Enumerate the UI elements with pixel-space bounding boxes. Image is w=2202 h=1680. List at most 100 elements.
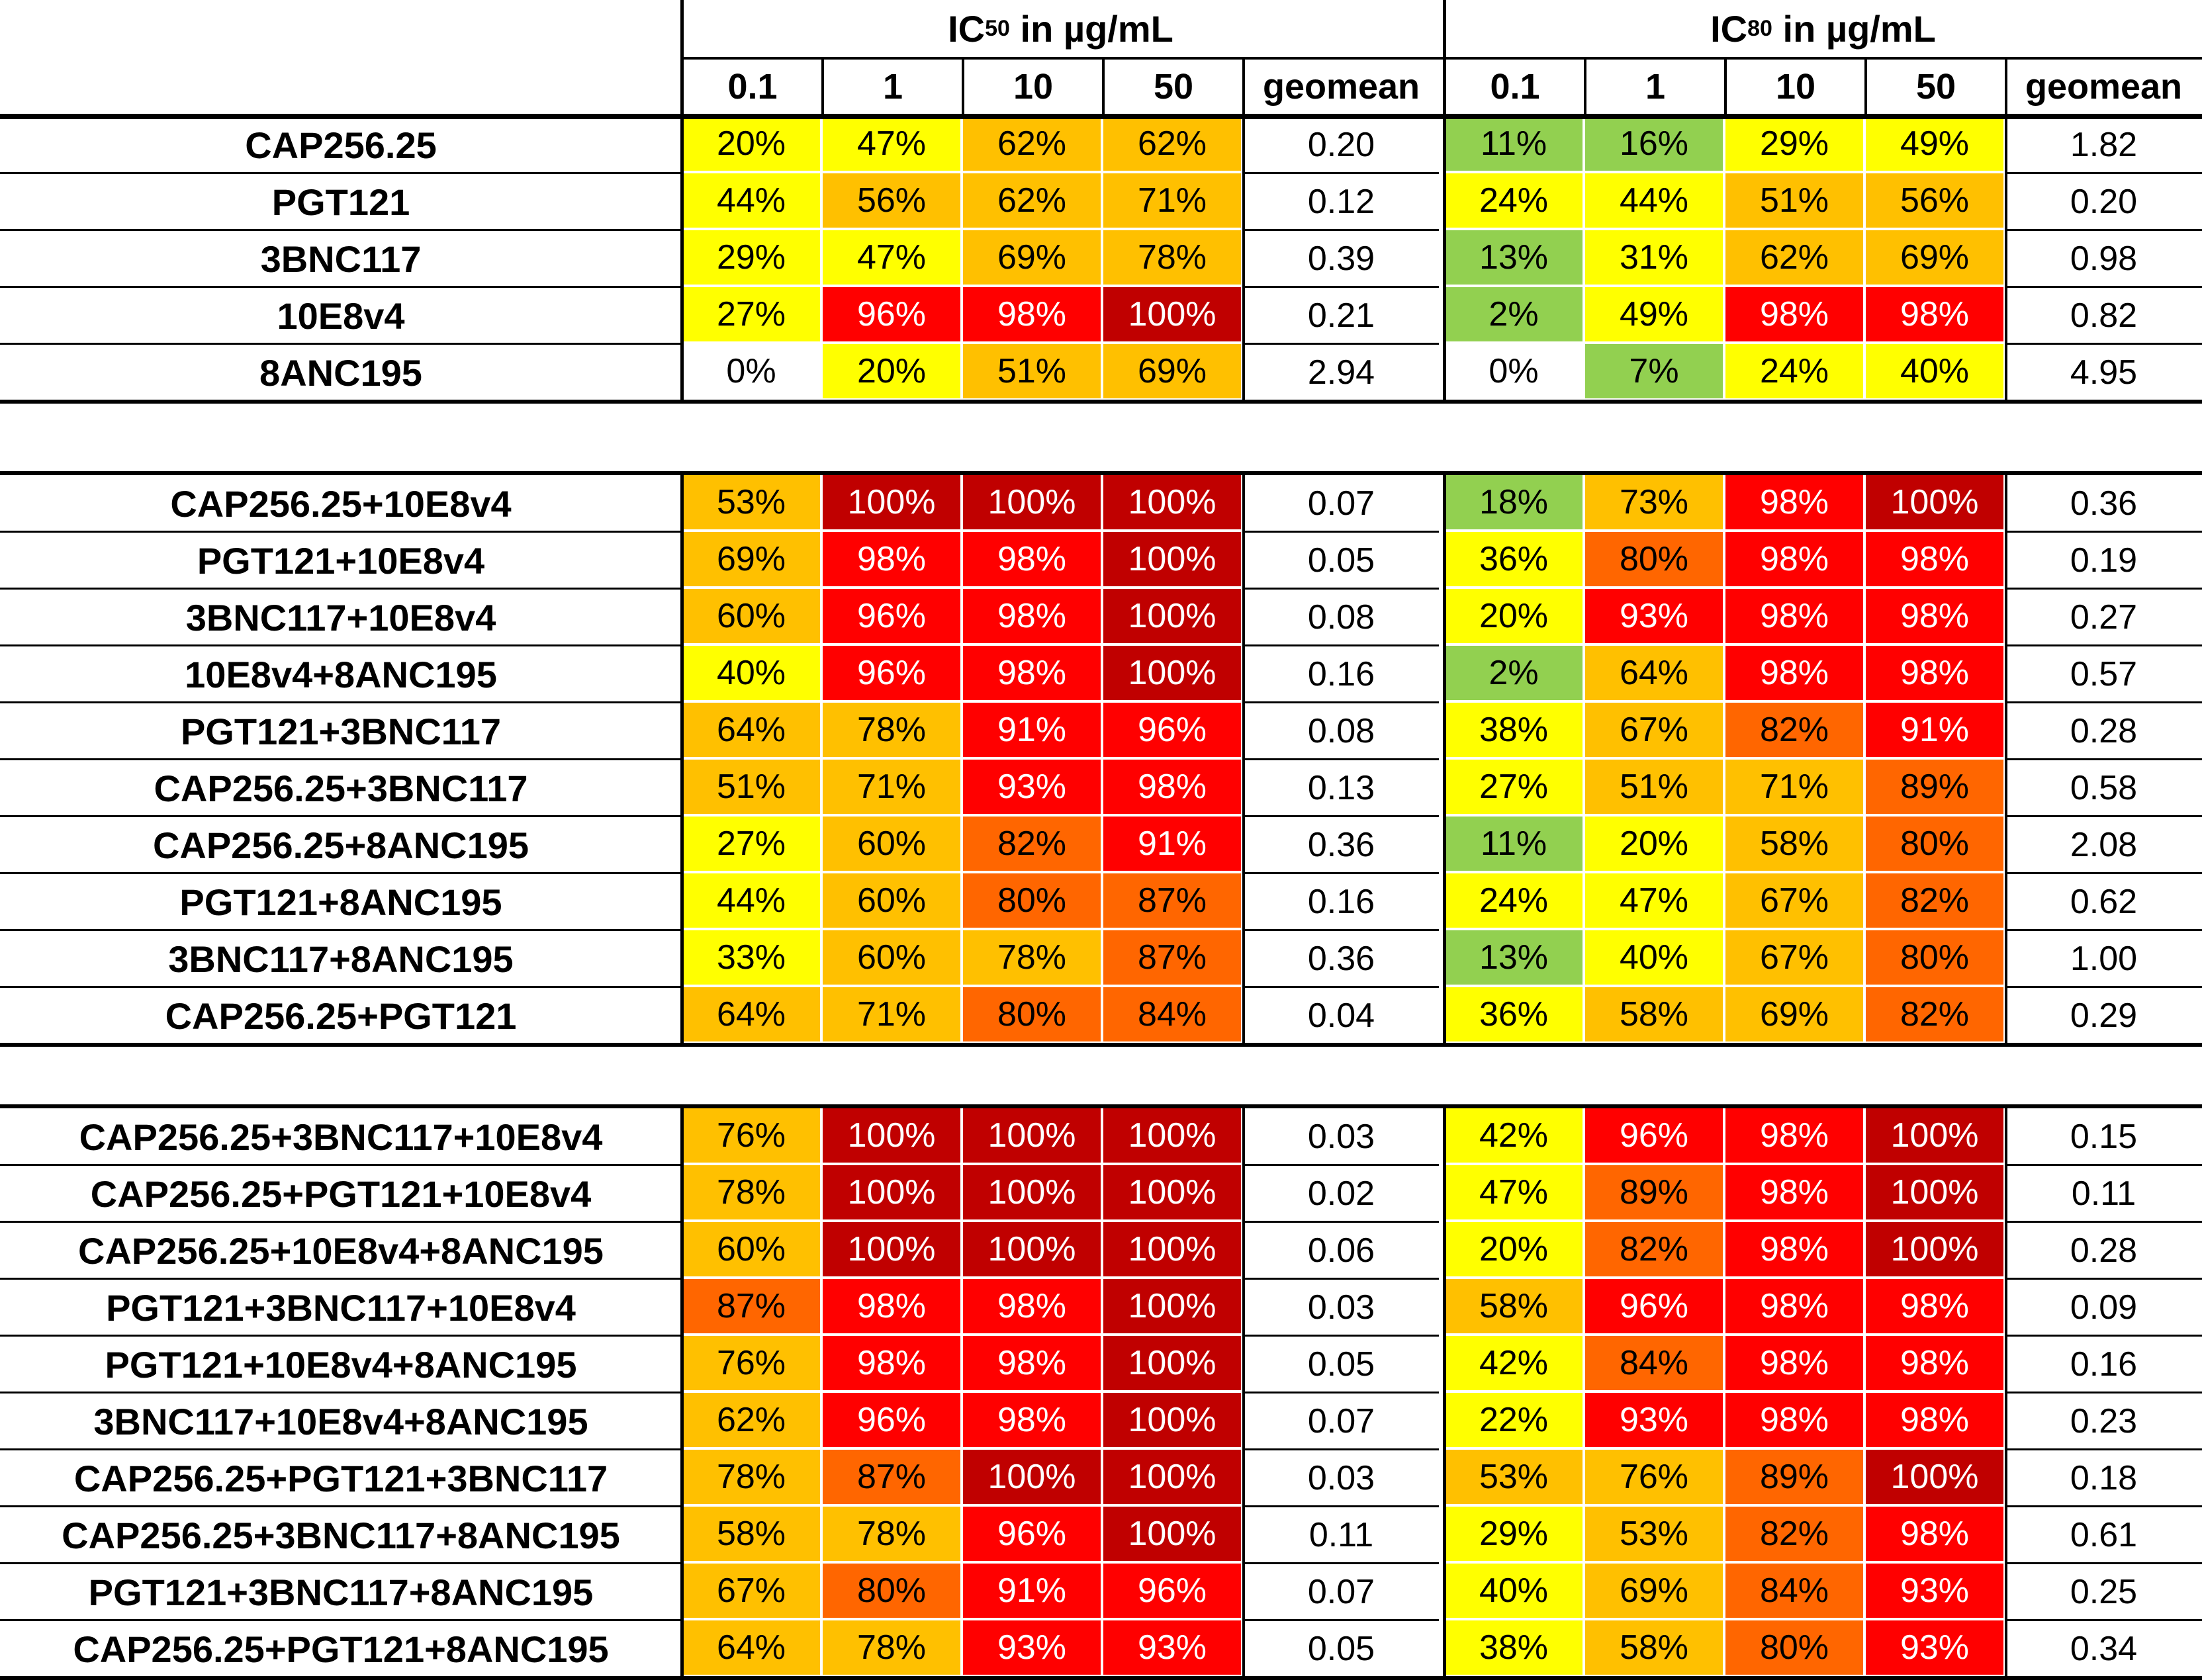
heat-cell-ic80: 58%: [1585, 987, 1725, 1044]
row-rule: [2006, 1392, 2202, 1393]
row-label: 8ANC195: [259, 351, 422, 394]
geomean-cell-ic50: 0.07: [1307, 1573, 1375, 1611]
geomean-cell-ic80: 0.18: [2070, 1459, 2138, 1497]
row-rule: [1244, 929, 1439, 931]
heat-cell-ic80: 2%: [1445, 287, 1585, 344]
heat-cell-ic50: 62%: [963, 116, 1103, 173]
column-header: 50: [1915, 67, 1956, 107]
heat-cell-ic50: 96%: [823, 1393, 963, 1450]
row-rule: [2006, 229, 2202, 231]
heat-cell-ic80: 100%: [1866, 475, 2006, 532]
geomean-cell-ic50: 0.11: [1308, 1516, 1374, 1554]
row-rule: [1244, 531, 1439, 533]
column-rule: [2005, 1108, 2007, 1677]
heat-cell-ic80: 40%: [1445, 1564, 1585, 1620]
row-label: PGT121: [271, 181, 410, 223]
heat-cell-ic50: 62%: [963, 173, 1103, 230]
row-rule: [0, 1505, 682, 1507]
column-header-geomean: geomean: [1262, 67, 1420, 107]
row-rule: [1244, 986, 1439, 988]
heat-cell-ic50: 98%: [963, 1279, 1103, 1336]
heat-cell-ic80: 58%: [1445, 1279, 1585, 1336]
row-rule: [2006, 1164, 2202, 1166]
row-rule: [2006, 1505, 2202, 1507]
row-rule: [1244, 343, 1439, 345]
heat-cell-ic80: 82%: [1585, 1222, 1725, 1279]
heat-cell-ic80: 100%: [1866, 1222, 2006, 1279]
heat-cell-ic50: 51%: [963, 344, 1103, 401]
group-header-ic50: IC 50 in µg/mL: [682, 0, 1439, 57]
geomean-cell-ic50: 0.13: [1307, 769, 1375, 807]
geomean-cell-ic80: 0.25: [2070, 1573, 2138, 1611]
geomean-cell-ic50: 0.07: [1307, 484, 1375, 523]
row-rule: [2006, 1278, 2202, 1280]
header-rule: [0, 114, 2202, 119]
row-label: CAP256.25+PGT121+3BNC117: [73, 1457, 608, 1499]
row-rule: [0, 1164, 682, 1166]
heat-cell-ic80: 98%: [1866, 1393, 2006, 1450]
heat-cell-ic80: 98%: [1725, 1108, 1866, 1165]
heat-cell-ic50: 100%: [1103, 475, 1244, 532]
heat-cell-ic80: 80%: [1866, 930, 2006, 987]
geomean-cell-ic50: 0.36: [1307, 940, 1375, 978]
heat-cell-ic50: 82%: [963, 817, 1103, 873]
heat-cell-ic50: 98%: [823, 1336, 963, 1393]
row-label: PGT121+3BNC117+10E8v4: [106, 1286, 576, 1329]
row-label: PGT121+10E8v4+8ANC195: [105, 1343, 577, 1386]
heat-cell-ic80: 100%: [1866, 1165, 2006, 1222]
heat-cell-ic80: 7%: [1585, 344, 1725, 401]
row-label: CAP256.25+PGT121+10E8v4: [90, 1172, 592, 1215]
heat-cell-ic50: 98%: [963, 532, 1103, 589]
heat-cell-ic80: 38%: [1445, 703, 1585, 760]
column-header: 1: [1645, 67, 1666, 107]
heat-cell-ic50: 64%: [682, 703, 823, 760]
geomean-cell-ic80: 0.61: [2070, 1516, 2138, 1554]
geomean-cell-ic50: 0.05: [1307, 541, 1375, 580]
heat-cell-ic50: 100%: [963, 1165, 1103, 1222]
heat-cell-ic80: 98%: [1725, 532, 1866, 589]
heat-cell-ic50: 60%: [823, 930, 963, 987]
heat-cell-ic80: 40%: [1585, 930, 1725, 987]
row-rule: [0, 1335, 682, 1337]
heat-cell-ic50: 91%: [1103, 817, 1244, 873]
section-top-rule: [0, 471, 2202, 475]
heat-cell-ic80: 31%: [1585, 230, 1725, 287]
row-rule: [0, 343, 682, 345]
heat-cell-ic50: 76%: [682, 1108, 823, 1165]
group-header-ic80: IC 80 in µg/mL: [1445, 0, 2201, 57]
heat-cell-ic50: 100%: [1103, 1336, 1244, 1393]
heat-cell-ic80: 42%: [1445, 1108, 1585, 1165]
heat-cell-ic50: 60%: [823, 873, 963, 930]
geomean-cell-ic80: 0.19: [2070, 541, 2138, 580]
group-header-suffix: in µg/mL: [1009, 7, 1173, 50]
row-label: PGT121+10E8v4: [197, 539, 485, 582]
heat-cell-ic50: 93%: [1103, 1620, 1244, 1677]
geomean-cell-ic50: 0.07: [1307, 1402, 1375, 1440]
heat-cell-ic80: 96%: [1585, 1108, 1725, 1165]
column-header: 0.1: [1490, 67, 1540, 107]
geomean-cell-ic80: 4.95: [2070, 353, 2138, 392]
row-rule: [2006, 758, 2202, 760]
heat-cell-ic80: 98%: [1866, 532, 2006, 589]
heat-cell-ic80: 49%: [1585, 287, 1725, 344]
heat-cell-ic50: 62%: [1103, 116, 1244, 173]
geomean-cell-ic80: 0.09: [2070, 1288, 2138, 1327]
column-rule: [680, 1108, 684, 1677]
heat-cell-ic80: 58%: [1585, 1620, 1725, 1677]
column-rule: [2005, 116, 2007, 401]
heat-cell-ic80: 98%: [1866, 287, 2006, 344]
heat-cell-ic80: 91%: [1866, 703, 2006, 760]
heat-cell-ic50: 98%: [963, 589, 1103, 646]
column-rule: [680, 116, 684, 401]
geomean-cell-ic50: 0.20: [1307, 126, 1375, 164]
heat-cell-ic50: 87%: [1103, 873, 1244, 930]
column-rule: [1443, 475, 1446, 1044]
row-label: 3BNC117+10E8v4+8ANC195: [93, 1400, 588, 1442]
heat-cell-ic50: 91%: [963, 1564, 1103, 1620]
heat-cell-ic50: 98%: [1103, 760, 1244, 817]
geomean-cell-ic50: 0.12: [1307, 183, 1375, 221]
heat-cell-ic80: 20%: [1585, 817, 1725, 873]
heat-cell-ic50: 64%: [682, 987, 823, 1044]
heat-cell-ic80: 47%: [1445, 1165, 1585, 1222]
